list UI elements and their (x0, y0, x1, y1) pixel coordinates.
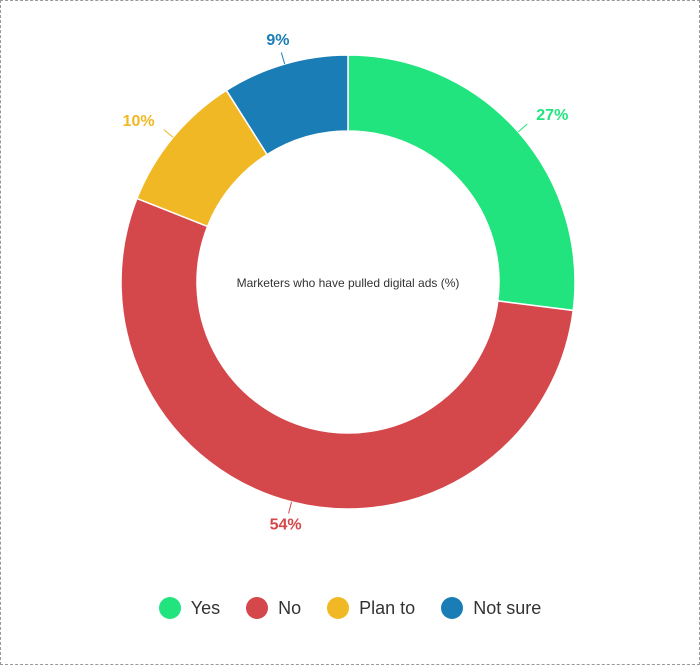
legend: Yes No Plan to Not sure (1, 597, 699, 619)
legend-swatch (246, 597, 269, 619)
leader-line (280, 52, 286, 65)
chart: Marketers who have pulled digital ads (%… (120, 32, 576, 533)
data-label: 9% (266, 32, 289, 49)
slice (120, 197, 575, 510)
leader-line (288, 501, 293, 514)
legend-item: Plan to (327, 597, 415, 619)
legend-swatch (158, 597, 181, 619)
chart-title: Marketers who have pulled digital ads (%… (237, 276, 460, 290)
legend-label: Plan to (359, 597, 416, 618)
leader-line (163, 129, 174, 138)
leader-line (517, 123, 528, 133)
data-label: 10% (123, 113, 155, 130)
legend-item: Yes (158, 597, 221, 619)
legend-label: Yes (190, 597, 221, 618)
legend-item: No (246, 597, 301, 619)
legend-label: No (278, 597, 302, 618)
legend-swatch (441, 597, 464, 619)
slice (225, 54, 349, 156)
data-label: 54% (270, 516, 302, 533)
data-label: 27% (536, 107, 568, 124)
legend-item: Not sure (441, 597, 541, 619)
slice (347, 54, 576, 312)
legend-swatch (327, 597, 350, 619)
legend-label: Not sure (473, 597, 542, 618)
